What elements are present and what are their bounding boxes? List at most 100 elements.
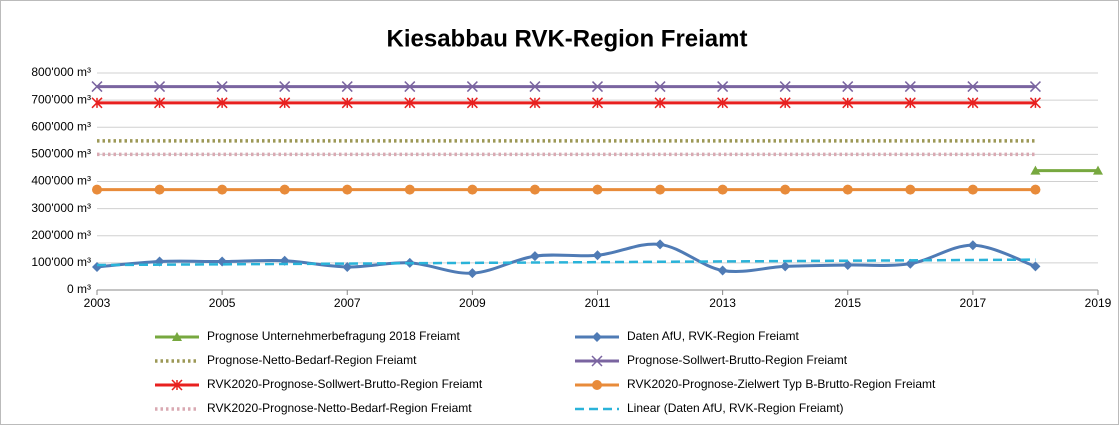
marker	[466, 81, 478, 93]
marker	[967, 81, 979, 93]
marker	[154, 184, 165, 195]
marker	[279, 97, 291, 109]
legend-label: Daten AfU, RVK-Region Freiamt	[627, 329, 800, 343]
x-tick-label: 2015	[834, 296, 861, 310]
marker	[154, 97, 166, 109]
marker	[529, 184, 540, 195]
series-line	[96, 258, 1036, 267]
y-tick-label: 600'000 m³	[31, 119, 91, 133]
marker	[780, 184, 791, 195]
chart-title: Kiesabbau RVK-Region Freiamt	[387, 25, 748, 52]
marker	[404, 184, 415, 195]
marker	[592, 380, 602, 390]
marker	[717, 81, 729, 93]
marker	[529, 97, 541, 109]
marker	[279, 81, 291, 93]
legend-label: Linear (Daten AfU, RVK-Region Freiamt)	[627, 401, 844, 415]
marker	[591, 81, 604, 93]
marker	[780, 261, 791, 272]
marker	[172, 332, 182, 341]
legend-label: RVK2020-Prognose-Zielwert Typ B-Brutto-R…	[627, 377, 936, 391]
marker	[842, 97, 854, 109]
marker	[1030, 184, 1041, 195]
marker	[341, 97, 353, 109]
marker	[92, 184, 102, 195]
x-tick-label: 2005	[209, 296, 236, 310]
marker	[655, 184, 666, 195]
marker	[967, 97, 979, 109]
marker	[216, 81, 228, 93]
marker	[592, 332, 602, 342]
marker	[466, 97, 478, 109]
marker	[1029, 81, 1041, 93]
marker	[404, 97, 416, 109]
marker	[904, 81, 916, 93]
marker	[217, 184, 228, 195]
marker	[1030, 165, 1041, 175]
marker	[591, 355, 603, 367]
marker	[967, 184, 978, 195]
marker	[91, 81, 103, 93]
y-tick-label: 400'000 m³	[31, 174, 91, 188]
x-tick-label: 2007	[334, 296, 361, 310]
y-tick-label: 300'000 m³	[31, 201, 91, 215]
legend-item: RVK2020-Prognose-Netto-Bedarf-Region Fre…	[155, 401, 472, 415]
marker	[279, 184, 290, 195]
marker	[904, 97, 916, 109]
marker	[216, 97, 228, 109]
marker	[341, 81, 353, 93]
marker	[905, 184, 916, 195]
x-tick-label: 2013	[709, 296, 736, 310]
legend-label: RVK2020-Prognose-Sollwert-Brutto-Region …	[207, 377, 483, 391]
marker	[91, 97, 103, 109]
y-tick-label: 0 m³	[67, 282, 91, 296]
x-tick-label: 2009	[459, 296, 486, 310]
marker	[529, 251, 540, 262]
legend-label: Prognose-Sollwert-Brutto-Region Freiamt	[627, 353, 848, 367]
marker	[842, 81, 854, 93]
marker	[717, 184, 728, 195]
marker	[467, 268, 478, 279]
marker	[779, 97, 791, 109]
x-tick-label: 2011	[585, 296, 611, 310]
series-line	[96, 242, 1036, 275]
legend-label: Prognose Unternehmerbefragung 2018 Freia…	[207, 329, 460, 343]
legend-item: Prognose-Sollwert-Brutto-Region Freiamt	[575, 353, 848, 367]
legend-label: RVK2020-Prognose-Netto-Bedarf-Region Fre…	[207, 401, 472, 415]
marker	[842, 260, 853, 271]
marker	[591, 97, 604, 109]
legend-item: RVK2020-Prognose-Sollwert-Brutto-Region …	[155, 377, 483, 391]
y-tick-label: 200'000 m³	[31, 228, 91, 242]
legend-label: Prognose-Netto-Bedarf-Region Freiamt	[207, 353, 417, 367]
marker	[404, 81, 416, 93]
legend-item: Prognose Unternehmerbefragung 2018 Freia…	[155, 329, 460, 343]
x-tick-label: 2019	[1085, 296, 1112, 310]
marker	[717, 97, 729, 109]
marker	[529, 81, 541, 93]
marker	[342, 184, 353, 195]
y-tick-label: 700'000 m³	[31, 92, 91, 106]
legend-item: Linear (Daten AfU, RVK-Region Freiamt)	[575, 401, 844, 415]
y-tick-label: 500'000 m³	[31, 147, 91, 161]
marker	[654, 97, 666, 109]
marker	[967, 240, 978, 251]
marker	[171, 379, 183, 391]
marker	[592, 184, 603, 195]
legend-item: Daten AfU, RVK-Region Freiamt	[575, 329, 800, 343]
x-tick-label: 2017	[960, 296, 987, 310]
marker	[1029, 97, 1041, 109]
marker	[655, 239, 666, 250]
x-tick-label: 2003	[84, 296, 111, 310]
marker	[717, 265, 728, 276]
marker	[154, 81, 166, 93]
y-tick-label: 800'000 m³	[31, 65, 91, 79]
marker	[654, 81, 666, 93]
marker	[467, 184, 478, 195]
y-tick-label: 100'000 m³	[31, 255, 91, 269]
legend-item: Prognose-Netto-Bedarf-Region Freiamt	[155, 353, 417, 367]
legend-item: RVK2020-Prognose-Zielwert Typ B-Brutto-R…	[575, 377, 936, 391]
marker	[1030, 261, 1041, 272]
